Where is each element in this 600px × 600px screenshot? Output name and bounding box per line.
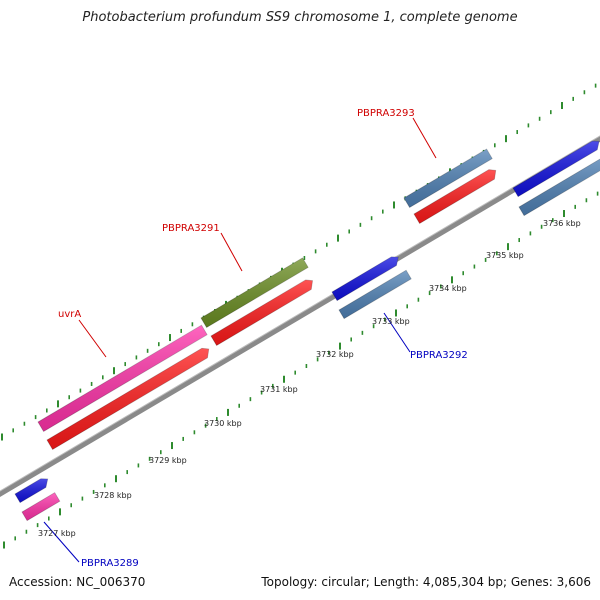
scale-label-3733: 3733 kbp — [372, 317, 410, 326]
feature-pbpra3292-shading — [339, 270, 412, 319]
inner-tick-track — [3, 191, 599, 549]
feature-blue-cds-2-shading — [513, 141, 600, 197]
leader-line-pbpra3291 — [220, 232, 243, 272]
feature-red-cds-1-shading — [47, 348, 209, 450]
feature-red-cds-3-shading — [414, 169, 496, 224]
leader-line-pbpra3293 — [412, 117, 437, 159]
leader-line-pbpra3289 — [43, 521, 80, 563]
accession-label: Accession: NC_006370 — [9, 575, 146, 589]
gene-label-pbpra3291: PBPRA3291 — [162, 223, 220, 234]
leader-line-uvra — [78, 319, 107, 358]
scale-label-3731: 3731 kbp — [260, 385, 298, 394]
map-title: Photobacterium profundum SS9 chromosome … — [82, 10, 518, 25]
gene-label-pbpra3292: PBPRA3292 — [410, 350, 468, 361]
feature-pbpra3291-shading — [201, 257, 309, 328]
genome-backbone — [0, 136, 600, 497]
leader-line-pbpra3292 — [383, 312, 411, 353]
gene-label-pbpra3289: PBPRA3289 — [81, 558, 139, 569]
scale-label-3727: 3727 kbp — [38, 529, 76, 538]
gene-label-pbpra3293: PBPRA3293 — [357, 108, 415, 119]
feature-red-cds-2-shading — [211, 279, 313, 346]
scale-label-3736: 3736 kbp — [543, 219, 581, 228]
scale-label-3729: 3729 kbp — [149, 456, 187, 465]
scale-label-3730: 3730 kbp — [204, 419, 242, 428]
outer-tick-track — [1, 83, 597, 441]
scale-label-3735: 3735 kbp — [486, 251, 524, 260]
scale-label-3728: 3728 kbp — [94, 491, 132, 500]
scale-label-3732: 3732 kbp — [316, 350, 354, 359]
feature-pbpra3293-shading — [404, 149, 493, 208]
feature-uvra-shading — [38, 325, 208, 432]
scale-label-3734: 3734 kbp — [429, 284, 467, 293]
feature-pbpra3289-shading — [22, 492, 60, 521]
topology-label: Topology: circular; Length: 4,085,304 bp… — [261, 575, 591, 589]
feature-pbpra3289-blue-shading — [15, 478, 48, 503]
feature-steel-cds-3-shading — [519, 159, 600, 216]
feature-blue-cds-1-shading — [332, 256, 399, 301]
gene-label-uvra: uvrA — [58, 309, 81, 320]
